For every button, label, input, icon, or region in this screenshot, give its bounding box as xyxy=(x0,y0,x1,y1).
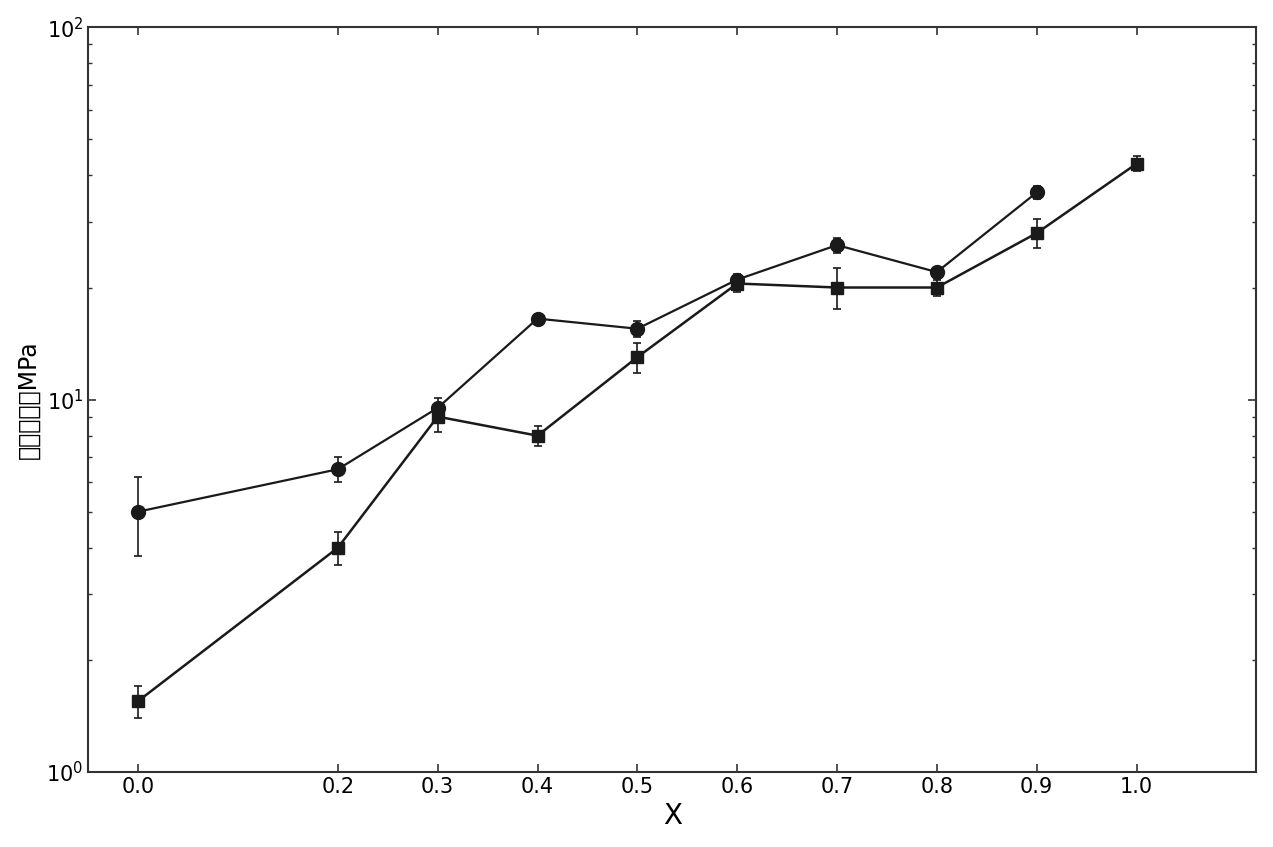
X-axis label: X: X xyxy=(663,802,682,830)
Y-axis label: 拉伸强度／MPa: 拉伸强度／MPa xyxy=(17,340,41,459)
